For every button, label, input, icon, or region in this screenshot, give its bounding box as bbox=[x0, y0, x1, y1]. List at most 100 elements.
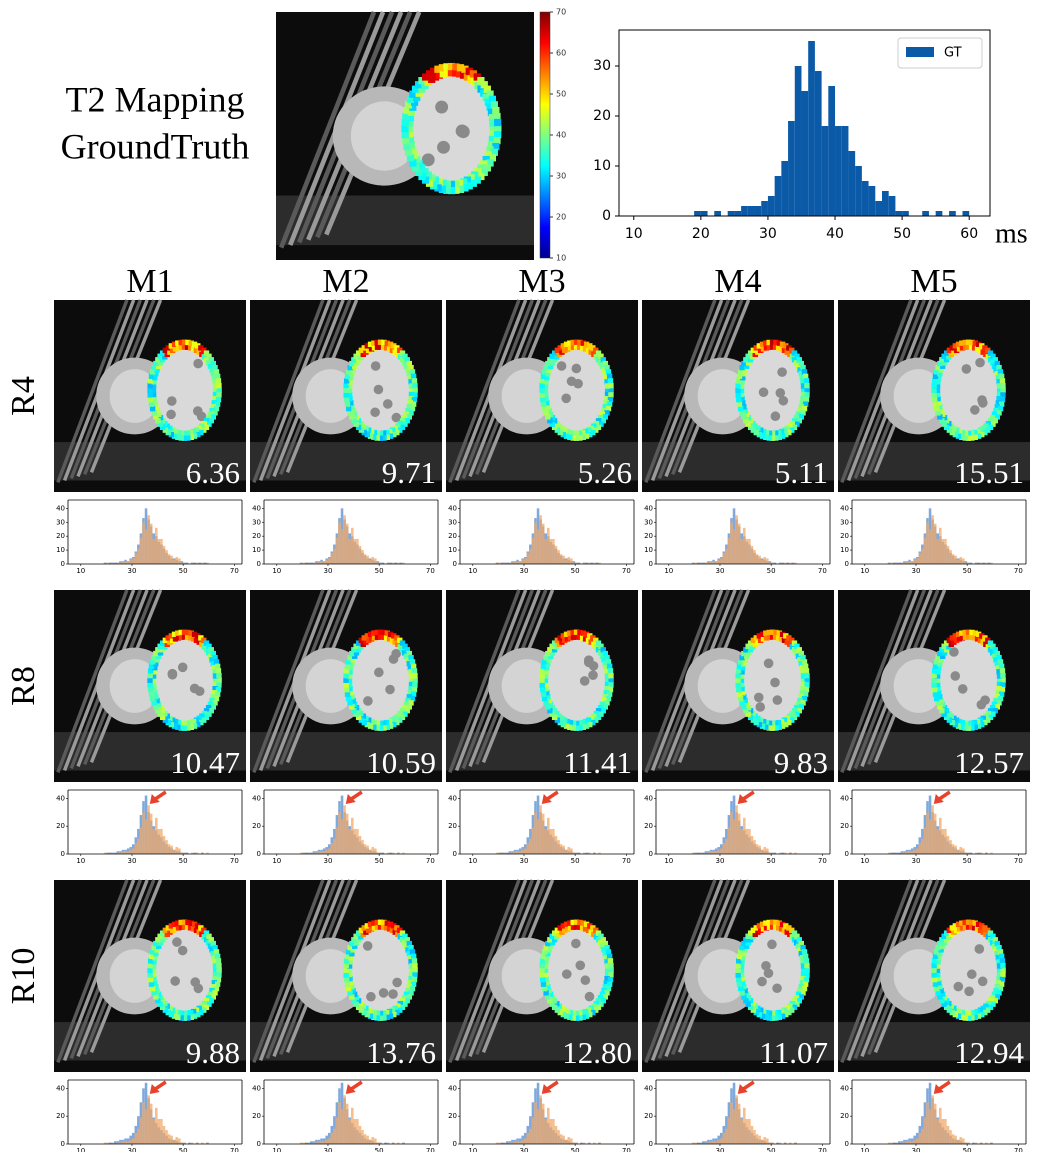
y-tick-label: 0 bbox=[61, 560, 65, 568]
histogram-bar bbox=[717, 1140, 720, 1144]
histogram-bar bbox=[550, 539, 553, 564]
histogram-bar bbox=[152, 539, 155, 564]
histogram-bar bbox=[336, 1118, 339, 1144]
x-tick-label: 30 bbox=[128, 567, 137, 575]
histogram-bar bbox=[348, 1119, 351, 1144]
histogram-bar bbox=[320, 851, 323, 854]
y-tick-label: 0 bbox=[845, 560, 849, 568]
histogram-bar bbox=[152, 1119, 155, 1144]
histogram-bar bbox=[869, 186, 876, 216]
x-tick-label: 30 bbox=[128, 857, 137, 865]
histogram-bar bbox=[328, 1138, 331, 1144]
y-tick-label: 0 bbox=[257, 850, 261, 858]
error-value: 10.59 bbox=[366, 745, 436, 780]
histogram-bar bbox=[746, 829, 749, 854]
image-spot bbox=[561, 393, 571, 403]
histogram-bar bbox=[527, 1133, 530, 1144]
x-tick-label: 30 bbox=[716, 857, 725, 865]
histogram-bar bbox=[145, 1109, 148, 1144]
x-tick-label: 30 bbox=[128, 1147, 137, 1152]
histogram-bar bbox=[733, 1109, 736, 1144]
image-t2-pixel bbox=[804, 378, 809, 383]
histogram-bar bbox=[158, 1119, 161, 1144]
histogram-bar bbox=[924, 1118, 927, 1144]
image-t2-pixel bbox=[344, 977, 349, 982]
image-spot bbox=[435, 101, 448, 114]
y-tick-label: 20 bbox=[448, 822, 457, 830]
histogram-bar bbox=[539, 515, 542, 564]
x-tick-label: 10 bbox=[272, 567, 281, 575]
histogram-bar bbox=[913, 560, 916, 564]
panel-histogram: 10305070010203040 bbox=[840, 500, 1026, 575]
image-spot bbox=[958, 684, 968, 694]
histogram-bar bbox=[761, 850, 764, 854]
histogram-bar bbox=[763, 1137, 766, 1144]
histogram-bar bbox=[947, 546, 950, 564]
colorbar-tick-label: 40 bbox=[556, 131, 566, 140]
x-tick-label: 70 bbox=[818, 567, 827, 575]
histogram-bar bbox=[738, 1104, 741, 1144]
histogram-bar bbox=[140, 1118, 143, 1144]
error-value: 9.71 bbox=[382, 455, 436, 490]
histogram-bar bbox=[135, 843, 138, 854]
histogram-bar bbox=[524, 558, 527, 564]
image-spot bbox=[770, 678, 780, 688]
image-spot bbox=[168, 670, 178, 680]
y-tick-label: 40 bbox=[840, 1084, 849, 1092]
histogram-bar bbox=[323, 1141, 326, 1144]
image-t2-pixel bbox=[148, 687, 153, 692]
histogram-bar bbox=[567, 557, 570, 564]
image-spot bbox=[779, 396, 789, 406]
histogram-bar bbox=[931, 515, 934, 564]
histogram-bar bbox=[758, 556, 761, 564]
image-spot bbox=[363, 696, 373, 706]
x-tick-label: 10 bbox=[860, 857, 869, 865]
histogram-bar bbox=[147, 1095, 150, 1144]
histogram-bar bbox=[740, 1119, 743, 1144]
x-tick-label: 10 bbox=[272, 857, 281, 865]
histogram-bar bbox=[173, 850, 176, 854]
image-t2-pixel bbox=[932, 977, 937, 982]
y-tick-label: 40 bbox=[252, 794, 261, 802]
x-tick-label: 50 bbox=[963, 857, 972, 865]
image-t2-pixel bbox=[343, 972, 348, 977]
histogram-bar bbox=[723, 553, 726, 564]
histogram-bar bbox=[919, 1133, 922, 1144]
histogram-bar bbox=[748, 206, 755, 216]
image-spot bbox=[759, 387, 769, 397]
histogram-bar bbox=[514, 851, 517, 854]
y-tick-label: 0 bbox=[845, 1140, 849, 1148]
x-tick-label: 70 bbox=[426, 567, 435, 575]
x-tick-label: 50 bbox=[963, 1147, 972, 1152]
histogram-bar bbox=[763, 847, 766, 854]
image-spot bbox=[764, 968, 774, 978]
error-value: 9.83 bbox=[774, 745, 828, 780]
image-t2-pixel bbox=[412, 378, 417, 383]
histogram-bar bbox=[751, 546, 754, 564]
histogram-bar bbox=[142, 522, 145, 564]
histogram-bar bbox=[822, 126, 829, 216]
histogram-bar bbox=[717, 850, 720, 854]
x-tick-label: 70 bbox=[230, 857, 239, 865]
histogram-bar bbox=[906, 561, 909, 564]
x-tick-label: 10 bbox=[860, 567, 869, 575]
histogram-bar bbox=[906, 851, 909, 854]
y-tick-label: 10 bbox=[56, 546, 65, 554]
histogram-bar bbox=[808, 41, 815, 216]
histogram-bar bbox=[366, 556, 369, 564]
histogram-bar bbox=[163, 1126, 166, 1144]
histogram-bar bbox=[926, 812, 929, 854]
y-tick-label: 40 bbox=[56, 504, 65, 512]
histogram-bar bbox=[351, 818, 354, 854]
histogram-bar bbox=[710, 561, 713, 564]
histogram-bar bbox=[715, 1141, 718, 1144]
image-spot bbox=[170, 976, 180, 986]
y-tick-label: 20 bbox=[252, 1112, 261, 1120]
histogram-bar bbox=[957, 1140, 960, 1144]
histogram-bar bbox=[908, 851, 911, 854]
image-t2-pixel bbox=[1000, 958, 1005, 963]
histogram-bar bbox=[775, 176, 782, 216]
figure-title: T2 Mapping bbox=[66, 79, 245, 119]
image-spot bbox=[193, 359, 203, 369]
